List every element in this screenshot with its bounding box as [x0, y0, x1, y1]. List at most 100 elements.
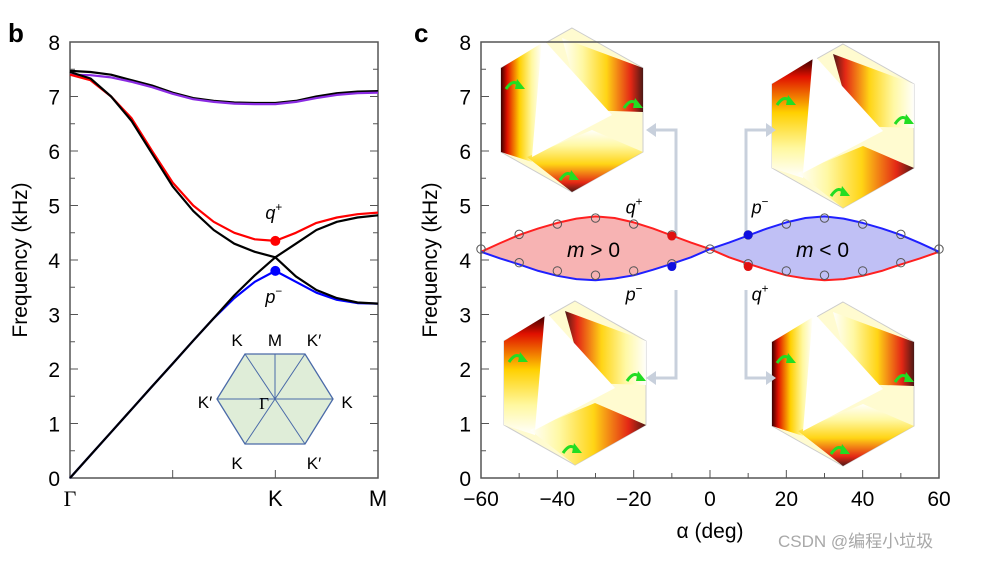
green-arrowhead-icon	[904, 114, 914, 124]
panel-b: K M K′ K′ Γ K K K′ 0 1 2 3 4 5 6 7 8 Γ K M Frequency (kHz) q+…	[9, 32, 387, 511]
y-tick-label: 2	[459, 359, 471, 382]
green-arrowhead-icon	[786, 353, 796, 363]
y-tick-label: 7	[459, 87, 471, 110]
simulation-point	[514, 258, 524, 268]
field-triangle	[532, 38, 612, 157]
y-tick-label: 5	[459, 196, 471, 219]
bz-label-5: K	[341, 393, 353, 412]
field-map-top-right	[771, 43, 915, 209]
bz-label-1: M	[268, 331, 282, 350]
band-line-4	[69, 269, 379, 479]
simulation-point	[590, 213, 601, 223]
simulation-point	[819, 213, 830, 223]
mode-marker	[667, 262, 677, 272]
bz-label-6: K	[231, 454, 243, 473]
green-arrowhead-icon	[569, 170, 579, 180]
simulation-point	[552, 219, 563, 229]
simulation-point	[896, 258, 906, 268]
y-tick-label: 6	[48, 141, 60, 164]
green-arrowhead-icon	[515, 79, 525, 89]
simulation-point	[705, 244, 715, 254]
mode-marker	[743, 230, 753, 240]
y-tick-label: 0	[459, 468, 471, 491]
field-heat-band	[530, 403, 646, 465]
field-heat-band	[798, 146, 914, 208]
bz-line	[244, 398, 276, 445]
connector-arrowhead-icon	[766, 123, 776, 137]
field-heat-band	[772, 317, 813, 436]
band-line-1	[69, 73, 379, 106]
x-tick-label: 20	[775, 488, 798, 511]
green-arrowhead-icon	[572, 443, 582, 453]
simulation-point	[628, 219, 639, 229]
x-tick-label: M	[369, 486, 387, 511]
mode-label-p: p−	[264, 285, 282, 307]
bz-label-2: K′	[307, 331, 322, 350]
field-heat-band	[527, 130, 643, 192]
region-fill-1	[710, 216, 939, 281]
field-heat-band	[501, 43, 542, 162]
bz-label-7: K′	[307, 454, 322, 473]
x-tick-label: 40	[851, 488, 874, 511]
green-arrowhead-icon	[904, 372, 914, 382]
simulation-point	[514, 229, 524, 240]
mode-label-p: p−	[625, 283, 643, 305]
mode-marker	[667, 231, 677, 241]
x-tick-label: Γ	[64, 486, 77, 511]
x-tick-label: −40	[540, 488, 576, 511]
x-tick-label: 0	[704, 488, 716, 511]
y-tick-label: 2	[48, 359, 60, 382]
field-map-top-left	[500, 27, 644, 193]
connector-line-0	[654, 128, 678, 240]
simulation-point	[781, 266, 792, 276]
mode-label-q: q+	[626, 195, 643, 217]
x-tick-label: −60	[463, 488, 499, 511]
connector-line-1	[654, 290, 678, 380]
panel-c-label: c	[414, 18, 428, 48]
y-tick-label: 8	[459, 32, 471, 55]
connector-arrowhead-icon	[766, 371, 776, 385]
y-tick-label: 4	[459, 250, 471, 273]
band-line-2	[69, 73, 379, 242]
simulation-point	[628, 266, 639, 276]
watermark: CSDN @编程小垃圾	[778, 532, 933, 551]
y-axis-label: Frequency (kHz)	[9, 182, 32, 337]
plot-frame-b	[69, 41, 379, 479]
panel-c: m > 0 m < 0 q+ p− p− q+ 0 1 2 3 4 5 6 7 8 −60 −40 −20 0 20 4…	[419, 27, 951, 543]
field-map-bottom-right	[771, 301, 915, 467]
panel-b-label: b	[8, 18, 24, 48]
green-arrowhead-icon	[518, 352, 528, 362]
y-tick-label: 1	[48, 414, 60, 437]
field-heat-band	[504, 316, 545, 435]
simulation-point	[896, 229, 906, 240]
x-tick-label: −20	[616, 488, 652, 511]
bz-label-0: K	[231, 331, 243, 350]
region-fill-0	[481, 216, 710, 281]
bz-line	[244, 353, 276, 400]
bz-label-4: Γ	[259, 394, 269, 413]
field-map-bottom-left	[503, 300, 647, 466]
y-tick-label: 8	[48, 32, 60, 55]
y-tick-label: 4	[48, 250, 60, 273]
simulation-point	[819, 270, 830, 280]
region-label-0: m > 0	[567, 239, 620, 262]
y-tick-label: 6	[459, 141, 471, 164]
simulation-point	[781, 219, 792, 229]
green-arrowhead-icon	[633, 98, 643, 108]
y-tick-label: 5	[48, 196, 60, 219]
field-triangle	[803, 312, 883, 431]
x-tick-label: K	[268, 486, 283, 511]
y-tick-label: 3	[48, 305, 60, 328]
band-line-0	[69, 69, 379, 105]
field-heat-band	[772, 59, 813, 178]
x-axis-label: α (deg)	[677, 520, 744, 543]
mode-label-q: q+	[265, 201, 282, 223]
band-line-3	[69, 70, 379, 259]
connector-arrowhead-icon	[646, 371, 656, 385]
mode-marker-q	[270, 235, 281, 246]
mode-marker-p	[270, 265, 281, 276]
bz-label-3: K′	[198, 393, 213, 412]
y-tick-label: 7	[48, 87, 60, 110]
dispersion-curve-1	[480, 215, 940, 282]
y-tick-label: 0	[48, 468, 60, 491]
